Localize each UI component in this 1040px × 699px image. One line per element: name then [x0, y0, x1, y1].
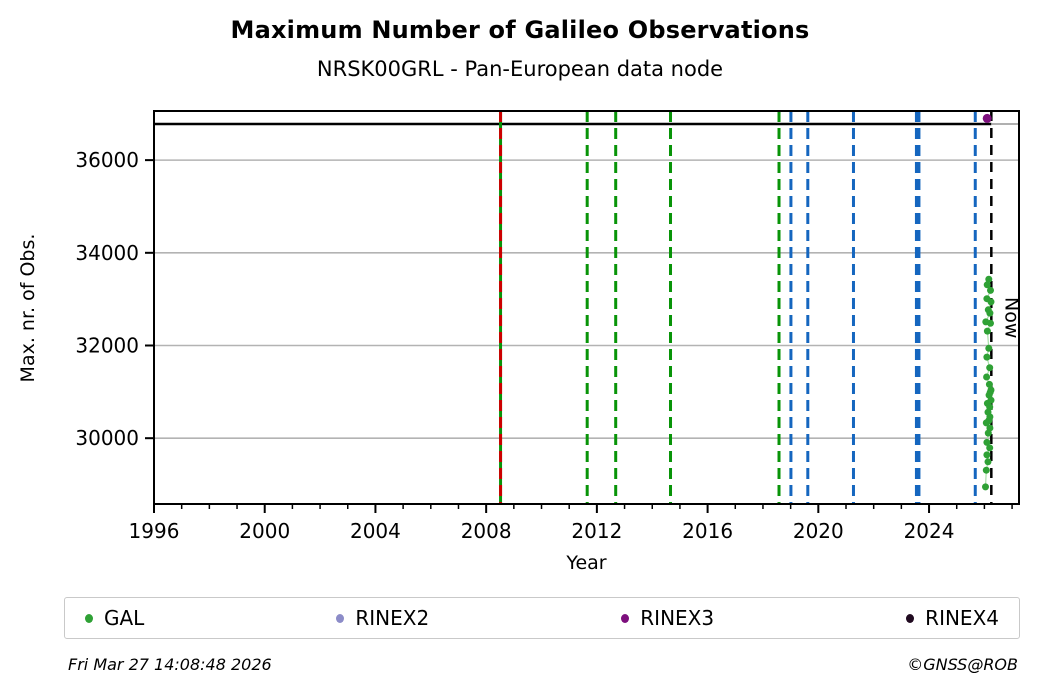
data-point [985, 380, 993, 388]
chart-title: Maximum Number of Galileo Observations [230, 16, 810, 44]
x-tick-label: 2008 [461, 519, 512, 543]
data-point [983, 438, 991, 446]
x-tick-label: 2024 [904, 519, 955, 543]
y-tick-label: 32000 [75, 334, 139, 358]
data-point [982, 113, 992, 123]
x-tick-label: 2016 [682, 519, 733, 543]
legend-item-rinex3: RINEX3 [621, 606, 714, 630]
legend: GAL RINEX2 RINEX3 RINEX4 [64, 597, 1020, 639]
data-point [987, 298, 995, 306]
legend-item-rinex4: RINEX4 [906, 606, 999, 630]
legend-label-rinex2: RINEX2 [355, 606, 430, 630]
x-tick-label: 2012 [571, 519, 622, 543]
y-axis: 30000 32000 34000 36000 [75, 148, 154, 450]
gal-points [982, 275, 995, 491]
x-axis: 1996 2000 2004 2008 2012 2016 2020 2024 [129, 504, 1013, 543]
x-axis-label: Year [566, 552, 607, 574]
data-point [984, 458, 992, 466]
data-point [982, 483, 989, 491]
data-point [984, 429, 992, 437]
data-point [986, 364, 994, 372]
data-point [983, 451, 991, 459]
legend-label-rinex4: RINEX4 [925, 606, 999, 630]
chart-subtitle: NRSK00GRL - Pan-European data node [316, 57, 724, 81]
footer-timestamp: Fri Mar 27 14:08:48 2026 [68, 655, 272, 674]
rinex3-marker-icon [621, 613, 630, 623]
data-point [982, 419, 990, 427]
y-tick-label: 36000 [75, 148, 139, 172]
data-point [982, 466, 990, 474]
data-point [983, 281, 991, 289]
gal-marker-icon [85, 613, 93, 623]
data-point [985, 275, 993, 283]
y-tick-label: 34000 [75, 241, 139, 265]
data-point [987, 286, 994, 294]
legend-label-rinex3: RINEX3 [640, 606, 715, 630]
x-tick-label: 2004 [350, 519, 401, 543]
plot-frame [153, 110, 1020, 505]
x-tick-label: 1996 [129, 519, 180, 543]
data-point [985, 344, 993, 352]
y-tick-label: 30000 [75, 426, 139, 450]
rinex4-marker-icon [906, 613, 915, 623]
x-tick-label: 2000 [239, 519, 290, 543]
x-tick-label: 2020 [793, 519, 844, 543]
data-point [986, 309, 994, 317]
legend-label-gal: GAL [104, 606, 145, 630]
rinex2-marker-icon [336, 613, 345, 623]
now-label: Now [1000, 297, 1022, 338]
footer-credit: ©GNSS@ROB [907, 655, 1018, 674]
data-point [986, 444, 994, 452]
event-lines [499, 111, 977, 504]
rinex3-points [982, 113, 992, 123]
legend-item-rinex2: RINEX2 [336, 606, 429, 630]
data-point [983, 353, 991, 361]
data-point [983, 327, 991, 335]
data-point [983, 373, 991, 381]
legend-item-gal: GAL [85, 606, 144, 630]
data-point [987, 319, 994, 327]
